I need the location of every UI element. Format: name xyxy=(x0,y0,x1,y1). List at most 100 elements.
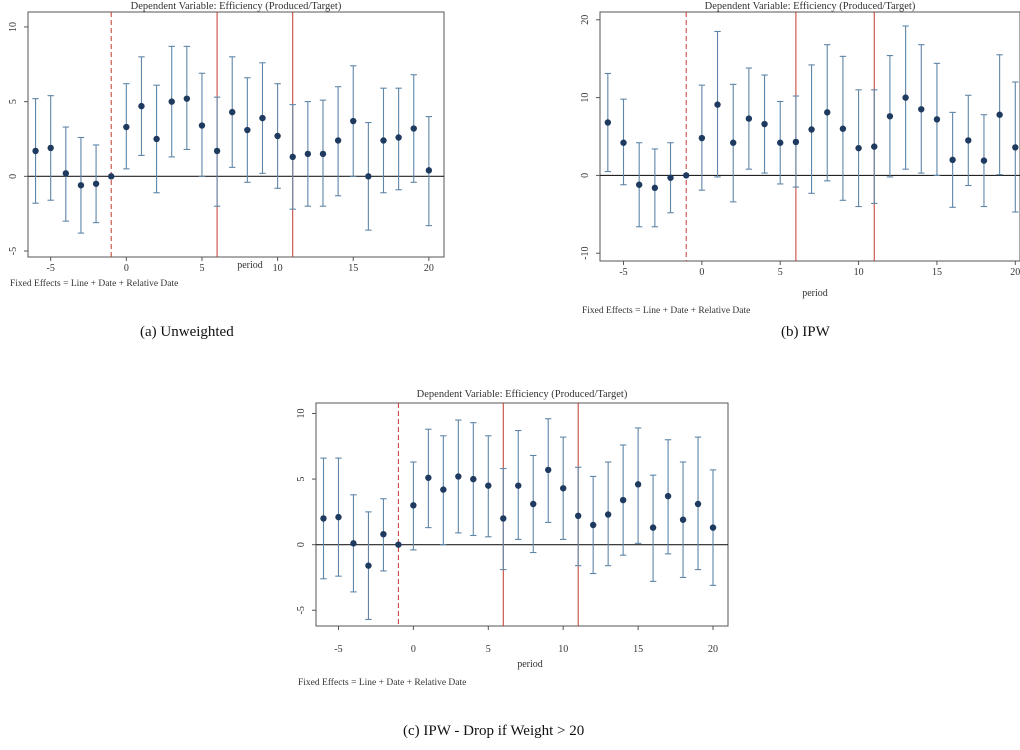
point-estimate xyxy=(1012,144,1019,151)
point-estimate xyxy=(933,116,941,123)
y-tick-label: 5 xyxy=(296,477,307,482)
panel-c: Dependent Variable: Efficiency (Produced… xyxy=(280,380,740,700)
chart-ipw: Dependent Variable: Efficiency (Produced… xyxy=(580,1,1020,316)
plot-area xyxy=(600,12,1020,261)
x-tick-label: 15 xyxy=(932,267,942,278)
point-estimate xyxy=(108,173,115,180)
point-estimate xyxy=(709,524,717,531)
x-tick-label: -5 xyxy=(619,267,627,278)
point-estimate xyxy=(123,123,130,131)
point-estimate xyxy=(667,174,674,181)
x-tick-label: 10 xyxy=(273,263,283,274)
y-tick-label: -5 xyxy=(296,606,307,614)
point-estimate xyxy=(229,108,236,116)
point-estimate xyxy=(745,115,753,122)
point-estimate xyxy=(395,541,402,548)
point-estimate xyxy=(651,184,659,192)
point-estimate xyxy=(965,137,972,144)
x-axis-label: period xyxy=(517,659,543,670)
caption-a: (a) Unweighted xyxy=(140,324,234,340)
point-estimate xyxy=(761,120,768,128)
point-estimate xyxy=(619,496,627,504)
plot-area xyxy=(316,403,728,626)
point-estimate xyxy=(425,167,433,174)
point-estimate xyxy=(694,500,702,508)
y-tick-label: 0 xyxy=(8,174,19,179)
point-estimate xyxy=(183,95,191,102)
point-estimate xyxy=(698,134,706,142)
plot-frame xyxy=(315,402,729,627)
point-estimate xyxy=(682,172,690,179)
chart-ipw-drop: Dependent Variable: Efficiency (Produced… xyxy=(296,389,729,688)
plot-frame xyxy=(599,11,1020,262)
y-tick-label: -5 xyxy=(8,247,19,255)
point-estimate xyxy=(679,516,687,523)
point-estimate xyxy=(792,138,800,146)
point-estimate xyxy=(365,173,372,180)
fixed-effects-note: Fixed Effects = Line + Date + Relative D… xyxy=(298,677,466,688)
point-estimate xyxy=(244,126,251,134)
y-tick-label: 20 xyxy=(580,15,591,25)
y-tick-label: 0 xyxy=(296,542,307,547)
point-estimate xyxy=(92,180,100,187)
point-estimate xyxy=(777,139,784,146)
x-axis-label: period xyxy=(237,260,263,271)
chart-title: Dependent Variable: Efficiency (Produced… xyxy=(131,1,342,12)
point-estimate xyxy=(213,147,221,155)
x-tick-label: 5 xyxy=(199,263,204,274)
x-tick-label: 15 xyxy=(633,644,643,655)
point-estimate xyxy=(395,134,402,141)
x-tick-label: -5 xyxy=(47,263,55,274)
x-tick-label: 10 xyxy=(854,267,864,278)
point-estimate xyxy=(440,486,447,493)
point-estimate xyxy=(996,111,1003,118)
point-estimate xyxy=(980,157,988,164)
caption-c: (c) IPW - Drop if Weight > 20 xyxy=(403,723,585,739)
y-tick-label: 10 xyxy=(580,93,591,103)
point-estimate xyxy=(649,524,657,531)
point-estimate xyxy=(730,139,737,146)
point-estimate xyxy=(138,102,145,110)
fixed-effects-note: Fixed Effects = Line + Date + Relative D… xyxy=(10,278,178,289)
point-estimate xyxy=(545,466,552,474)
x-tick-label: -5 xyxy=(334,644,342,655)
x-tick-label: 5 xyxy=(486,644,491,655)
point-estimate xyxy=(350,540,357,547)
x-tick-label: 15 xyxy=(348,263,358,274)
y-tick-label: 0 xyxy=(580,173,591,178)
point-estimate xyxy=(365,562,372,569)
point-estimate xyxy=(634,481,642,488)
y-tick-label: -10 xyxy=(580,247,591,260)
point-estimate xyxy=(77,182,85,189)
x-tick-label: 0 xyxy=(411,644,416,655)
point-estimate xyxy=(824,109,831,116)
point-estimate xyxy=(198,122,206,129)
point-estimate xyxy=(886,113,894,120)
point-estimate xyxy=(153,135,160,143)
panel-a: Dependent Variable: Efficiency (Produced… xyxy=(0,0,450,292)
point-estimate xyxy=(485,482,492,489)
y-tick-label: 10 xyxy=(8,22,19,32)
point-estimate xyxy=(168,98,175,105)
point-estimate xyxy=(664,492,672,500)
point-estimate xyxy=(425,474,432,481)
y-tick-label: 10 xyxy=(296,408,307,418)
point-estimate xyxy=(604,119,612,126)
point-estimate xyxy=(839,125,847,132)
x-axis-label: period xyxy=(802,288,828,299)
point-estimate xyxy=(350,117,357,125)
point-estimate xyxy=(918,106,925,113)
point-estimate xyxy=(319,150,327,158)
plot-frame xyxy=(27,11,445,258)
point-estimate xyxy=(62,170,70,177)
x-tick-label: 0 xyxy=(124,263,129,274)
x-tick-label: 5 xyxy=(778,267,783,278)
point-estimate xyxy=(902,94,909,101)
point-estimate xyxy=(410,125,417,132)
x-tick-label: 10 xyxy=(558,644,568,655)
point-estimate xyxy=(714,101,721,108)
point-estimate xyxy=(871,143,878,150)
point-estimate xyxy=(304,150,312,158)
point-estimate xyxy=(32,147,39,155)
fixed-effects-note: Fixed Effects = Line + Date + Relative D… xyxy=(582,305,750,316)
